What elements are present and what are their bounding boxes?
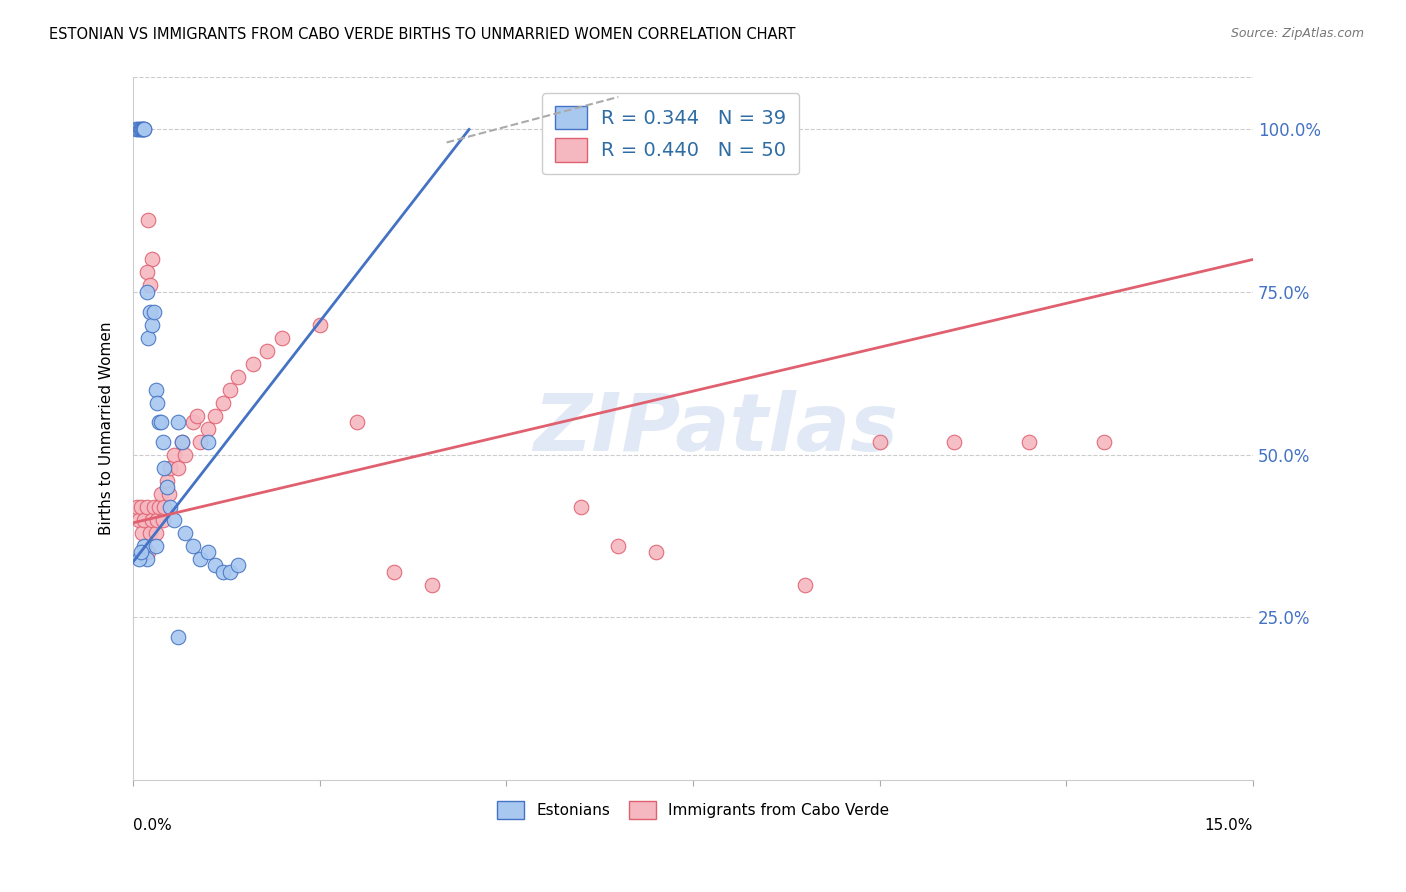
Point xyxy=(128,551,150,566)
Point xyxy=(148,415,170,429)
Point xyxy=(157,486,180,500)
Point xyxy=(150,486,173,500)
Point xyxy=(136,330,159,344)
Point xyxy=(135,265,157,279)
Point xyxy=(170,434,193,449)
Point xyxy=(128,122,150,136)
Point xyxy=(141,318,163,332)
Point xyxy=(1092,434,1115,449)
Point xyxy=(271,330,294,344)
Point xyxy=(181,539,204,553)
Point xyxy=(129,500,152,514)
Point xyxy=(174,525,197,540)
Point xyxy=(152,512,174,526)
Point xyxy=(136,213,159,227)
Point xyxy=(125,500,148,514)
Point xyxy=(159,460,181,475)
Point xyxy=(156,480,179,494)
Point xyxy=(211,395,233,409)
Point xyxy=(382,565,405,579)
Point xyxy=(138,525,160,540)
Point xyxy=(143,304,166,318)
Point xyxy=(148,500,170,514)
Text: ESTONIAN VS IMMIGRANTS FROM CABO VERDE BIRTHS TO UNMARRIED WOMEN CORRELATION CHA: ESTONIAN VS IMMIGRANTS FROM CABO VERDE B… xyxy=(49,27,796,42)
Point xyxy=(569,500,592,514)
Point xyxy=(188,434,211,449)
Point xyxy=(146,512,169,526)
Point xyxy=(188,551,211,566)
Point xyxy=(204,558,226,572)
Point xyxy=(170,434,193,449)
Point xyxy=(869,434,891,449)
Point xyxy=(141,252,163,267)
Point xyxy=(197,434,219,449)
Point xyxy=(204,409,226,423)
Point xyxy=(420,577,443,591)
Point xyxy=(132,122,155,136)
Point xyxy=(135,500,157,514)
Point xyxy=(174,448,197,462)
Point xyxy=(146,395,169,409)
Point xyxy=(134,122,156,136)
Legend: Estonians, Immigrants from Cabo Verde: Estonians, Immigrants from Cabo Verde xyxy=(491,795,896,824)
Point xyxy=(794,577,817,591)
Point xyxy=(159,500,181,514)
Point xyxy=(134,539,156,553)
Point xyxy=(219,383,242,397)
Point xyxy=(346,415,368,429)
Point xyxy=(143,500,166,514)
Point xyxy=(127,122,149,136)
Point xyxy=(186,409,208,423)
Point xyxy=(943,434,966,449)
Point xyxy=(211,565,233,579)
Point xyxy=(135,551,157,566)
Point xyxy=(128,512,150,526)
Point xyxy=(167,415,190,429)
Point xyxy=(167,460,190,475)
Point xyxy=(150,415,173,429)
Point xyxy=(145,539,167,553)
Point xyxy=(219,565,242,579)
Text: Source: ZipAtlas.com: Source: ZipAtlas.com xyxy=(1230,27,1364,40)
Point xyxy=(131,122,153,136)
Y-axis label: Births to Unmarried Women: Births to Unmarried Women xyxy=(100,322,114,535)
Point xyxy=(131,525,153,540)
Point xyxy=(145,383,167,397)
Point xyxy=(135,285,157,299)
Point xyxy=(167,630,190,644)
Point xyxy=(138,304,160,318)
Point xyxy=(163,512,186,526)
Text: ZIPatlas: ZIPatlas xyxy=(533,390,898,467)
Point xyxy=(125,122,148,136)
Point xyxy=(181,415,204,429)
Point xyxy=(136,545,159,559)
Point xyxy=(1018,434,1040,449)
Point xyxy=(226,558,249,572)
Point xyxy=(156,474,179,488)
Point xyxy=(197,421,219,435)
Point xyxy=(226,369,249,384)
Point xyxy=(145,525,167,540)
Point xyxy=(152,434,174,449)
Point xyxy=(153,460,176,475)
Point xyxy=(129,545,152,559)
Point xyxy=(138,278,160,293)
Point xyxy=(644,545,666,559)
Text: 0.0%: 0.0% xyxy=(134,818,172,833)
Point xyxy=(153,500,176,514)
Text: 15.0%: 15.0% xyxy=(1205,818,1253,833)
Point xyxy=(129,122,152,136)
Point xyxy=(141,512,163,526)
Point xyxy=(134,512,156,526)
Point xyxy=(607,539,630,553)
Point xyxy=(197,545,219,559)
Point xyxy=(132,122,155,136)
Point xyxy=(242,357,264,371)
Point xyxy=(163,448,186,462)
Point xyxy=(256,343,278,358)
Point xyxy=(308,318,330,332)
